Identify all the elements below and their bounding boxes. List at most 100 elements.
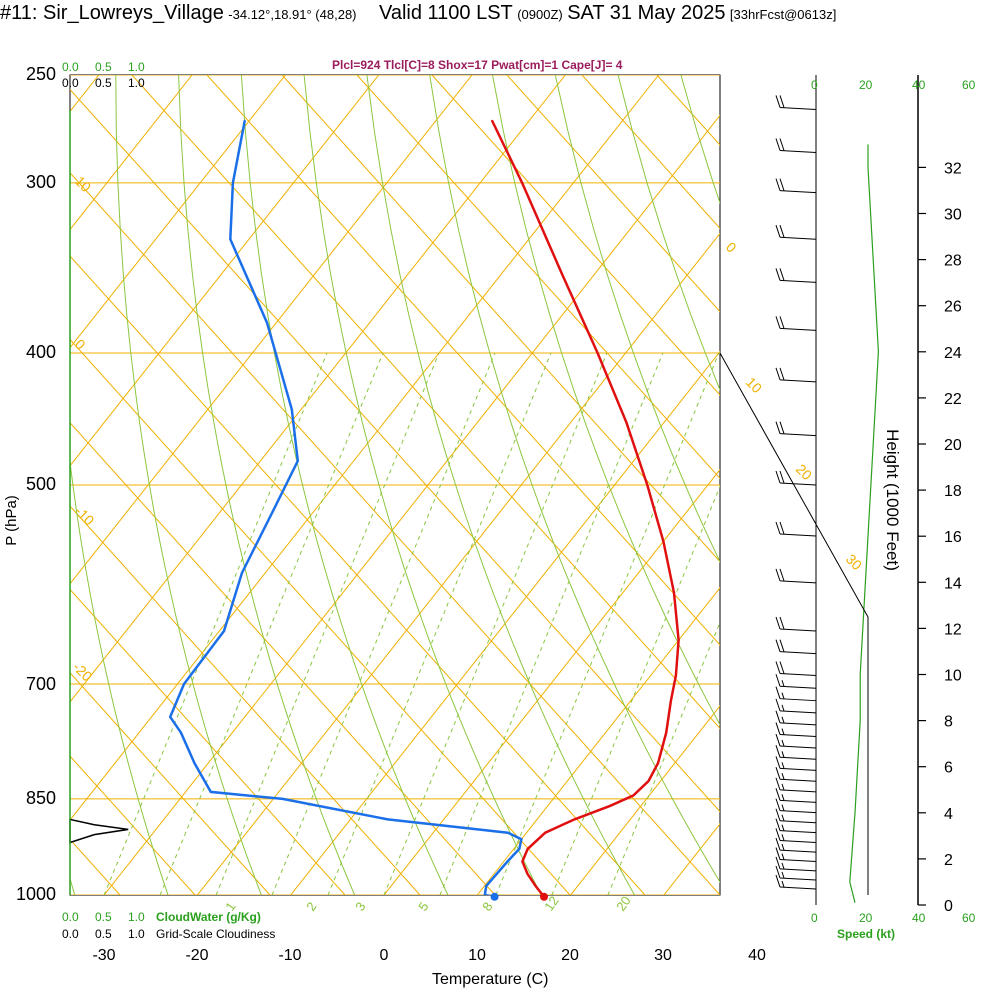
temperature-profile-point — [526, 873, 529, 875]
wind-barb-flag — [775, 268, 781, 281]
wind-barb-flag — [779, 421, 785, 434]
adiabat-line — [70, 422, 496, 895]
height-axis-label: Height (1000 Feet) — [883, 429, 902, 571]
wind-barb — [775, 674, 817, 689]
temperature-profile — [490, 119, 680, 895]
temperature-profile-point — [544, 831, 546, 834]
dewpoint-profile-point — [518, 848, 521, 850]
wind-barb — [775, 470, 817, 486]
cloudiness-bottom-tick-0: 0.0 — [62, 927, 79, 941]
station-coords: -34.12°,18.91° (48,28) — [228, 7, 357, 22]
utc-time: (0900Z) — [517, 7, 563, 22]
isotherm-line — [103, 114, 720, 895]
speed-top-tick-20: 20 — [859, 78, 873, 92]
wind-barb-staff — [779, 628, 817, 632]
temperature-profile-point — [632, 794, 635, 797]
wind-barb — [775, 745, 817, 760]
speed-axis-label: Speed (kt) — [837, 927, 896, 941]
height-tick-label: 24 — [944, 345, 962, 362]
wind-barb — [775, 828, 817, 843]
wind-barb — [775, 874, 817, 890]
temperature-profile-point — [521, 860, 524, 863]
mixing-ratio-line — [383, 352, 608, 895]
pressure-tick-1000: 1000 — [15, 884, 56, 904]
wind-barb-staff — [779, 698, 817, 702]
dry-adiabat-curve — [178, 75, 356, 895]
wind-barb-staff — [779, 789, 817, 793]
wind-barb-flag — [775, 616, 781, 630]
speed-bottom-tick-20: 20 — [859, 911, 873, 925]
wind-barb-staff — [779, 756, 817, 760]
temperature-profile-point — [675, 674, 677, 677]
temperature-tick--10: -10 — [278, 947, 302, 964]
wind-barb-staff — [779, 580, 817, 584]
adiabat-line — [70, 338, 571, 895]
wind-barb-half — [781, 804, 785, 811]
adiabat-line — [206, 75, 720, 646]
grid-lines — [70, 75, 1000, 895]
wind-barb-flag — [775, 808, 781, 821]
wind-barb — [775, 798, 817, 814]
wind-barb — [775, 808, 817, 824]
wind-barb-half — [781, 762, 785, 769]
wind-barb — [775, 178, 817, 194]
temperature-tick-30: 30 — [654, 947, 672, 964]
speed-top-tick-60: 60 — [962, 78, 976, 92]
mixing-ratio-line — [551, 485, 720, 895]
height-tick-label: 22 — [944, 391, 962, 408]
wind-barb — [775, 616, 817, 632]
mixing-ratio-label: 8 — [479, 899, 495, 914]
stats-line: Plcl=924 Tlcl[C]=8 Shox=17 Pwat[cm]=1 Ca… — [332, 58, 623, 72]
temperature-profile-point — [526, 848, 529, 850]
wind-barb-staff — [779, 734, 817, 738]
pressure-tick-300: 300 — [25, 172, 56, 192]
dewpoint-profile-point — [183, 683, 185, 685]
wind-barb — [775, 95, 817, 110]
dry-adiabat-curve — [554, 75, 720, 563]
wind-barb-flag — [775, 421, 781, 434]
dewpoint-profile-point — [495, 873, 498, 875]
isotherm-label: 10 — [743, 374, 765, 396]
mixing-ratio-label: 5 — [415, 899, 431, 914]
cloudiness-top-tick-2: 1.0 — [128, 76, 145, 90]
dewpoint-profile-point — [484, 894, 486, 895]
wind-barb-flag — [775, 856, 781, 870]
wind-barb-half — [781, 783, 785, 791]
isotherm-line — [570, 705, 720, 895]
surface-dewpoint-dot — [490, 892, 499, 901]
wind-barb — [775, 837, 817, 853]
wind-barb-half — [781, 680, 785, 687]
mixing-ratio-label: 20 — [613, 893, 634, 913]
speed-bottom-tick-60: 60 — [962, 911, 976, 925]
valid-time: Valid 1100 LST — [378, 2, 513, 24]
speed-bottom-tick-40: 40 — [912, 911, 926, 925]
pressure-tick-250: 250 — [25, 64, 56, 84]
height-tick-label: 32 — [944, 160, 962, 177]
wind-barb-flag — [775, 756, 781, 769]
dry-adiabat-curve — [806, 75, 1000, 895]
height-tick-label: 16 — [944, 529, 962, 546]
isotherm-line — [197, 232, 720, 895]
isotherm-line — [70, 75, 659, 821]
wind-barb-flag — [775, 674, 781, 687]
adiabat-line — [281, 75, 720, 563]
adiabat-line — [431, 75, 720, 396]
temperature-tick-0: 0 — [379, 947, 389, 964]
wind-barb — [775, 865, 817, 881]
wind-barb-flag — [775, 367, 781, 381]
dewpoint-profile-point — [281, 798, 284, 800]
isotherm-line — [383, 468, 720, 895]
temperature-tick-10: 10 — [468, 947, 486, 964]
wind-barb-flag — [779, 661, 785, 674]
surface-temperature-dot — [540, 892, 549, 901]
cloudiness-bottom-tick-1: 0.5 — [95, 927, 112, 941]
adiabat-line — [70, 672, 271, 895]
wind-barb-flag — [779, 225, 785, 238]
wind-barb-half — [781, 824, 785, 831]
wind-barb-flag — [779, 568, 785, 582]
height-tick-label: 18 — [944, 483, 962, 500]
mixing-ratio-line — [159, 352, 384, 895]
wind-barb-half — [781, 862, 785, 870]
height-tick-label: 20 — [944, 437, 962, 454]
wind-barb-staff — [779, 722, 817, 726]
